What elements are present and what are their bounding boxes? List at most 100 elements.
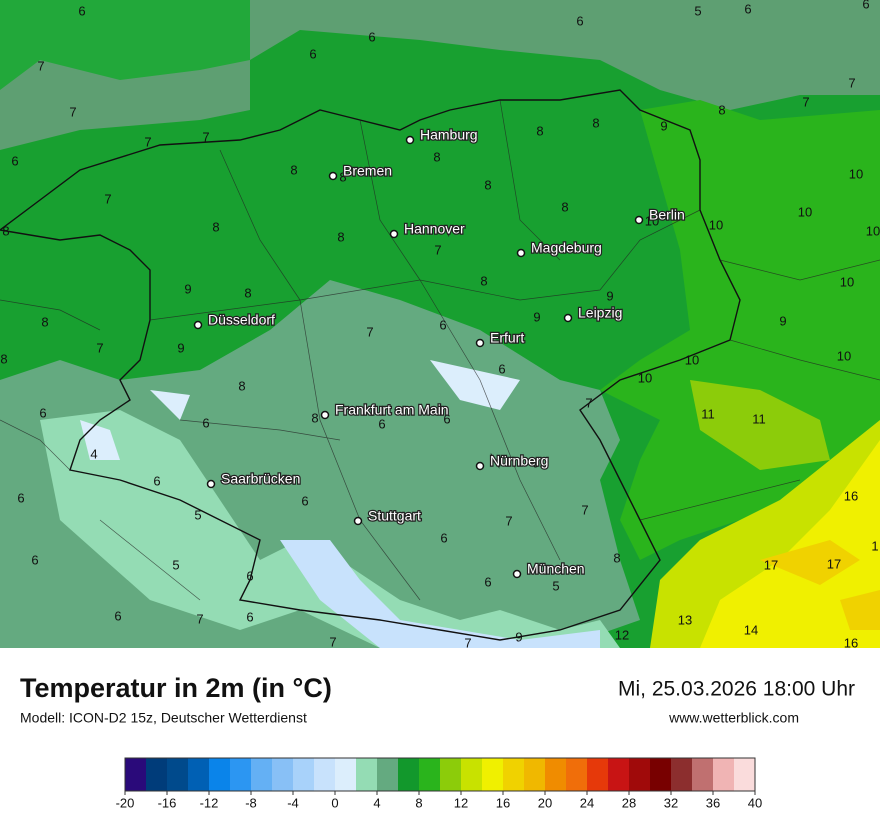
legend-tick-label: -12 [200,795,219,810]
city-dot [405,135,415,145]
legend-swatch [293,758,315,791]
legend-tick-label: 36 [706,795,720,810]
temperature-value: 9 [177,340,184,355]
legend-swatch [566,758,588,791]
temperature-value: 8 [311,410,318,425]
legend-tick-label: 28 [622,795,636,810]
temperature-value: 6 [246,568,253,583]
temperature-value: 6 [202,415,209,430]
city-dot [634,215,644,225]
map-labels: 6 7 7 6 7 7 6 6 6 5 6 6 7 7 8 9 8 8 8 8 8 8 8 8 7 8 8 7 8 10 10 10 10 10 1… [0,0,880,650]
legend-tick-label: -20 [116,795,135,810]
city-label: Stuttgart [368,508,421,524]
temperature-value: 8 [561,199,568,214]
temperature-value: 6 [78,3,85,18]
city-label: Berlin [649,207,685,223]
temperature-value: 9 [184,281,191,296]
legend-swatch [125,758,147,791]
temperature-value: 6 [309,46,316,61]
legend-swatch [335,758,357,791]
legend-swatch [377,758,399,791]
temperature-value: 6 [153,473,160,488]
city-dot [353,516,363,526]
legend-swatch [209,758,231,791]
legend-tick-label: 40 [748,795,762,810]
legend-frame [124,757,756,792]
temperature-value: 8 [433,149,440,164]
footer: Temperatur in 2m (in °C) Modell: ICON-D2… [0,648,880,830]
temperature-value: 6 [368,29,375,44]
temperature-value: 6 [17,490,24,505]
temperature-value: 9 [533,309,540,324]
city-label: Frankfurt am Main [335,402,449,418]
legend-swatch [398,758,420,791]
temperature-value: 10 [837,348,851,363]
city-dot [193,320,203,330]
temperature-value: 6 [378,416,385,431]
temperature-value: 8 [613,550,620,565]
temperature-value: 6 [11,153,18,168]
city-dot [328,171,338,181]
temperature-value: 9 [779,313,786,328]
legend-tick-label: -8 [245,795,257,810]
temperature-value: 10 [849,166,863,181]
color-legend: -20 -16 -12 -8 -4 0 4 8 12 16 20 24 28 32 36 40 [116,757,762,810]
temperature-value: 6 [439,317,446,332]
legend-tick-label: 32 [664,795,678,810]
temperature-value: 17 [764,557,778,572]
temperature-value: 4 [90,446,97,461]
temperature-value: 7 [505,513,512,528]
city-dot [206,479,216,489]
temperature-value: 10 [709,217,723,232]
city-label: Leipzig [578,305,622,321]
temperature-value: 8 [290,162,297,177]
temperature-value: 7 [144,134,151,149]
temperature-value: 1 [871,538,878,553]
legend-swatch [482,758,504,791]
legend-tick-label: 16 [496,795,510,810]
temperature-value: 6 [498,361,505,376]
temperature-value: 9 [606,288,613,303]
legend-swatch [503,758,525,791]
legend-tick-label: 24 [580,795,594,810]
temperature-value: 7 [464,635,471,650]
temperature-value: 6 [862,0,869,11]
city-label: Hamburg [420,127,478,143]
temperature-value: 7 [104,191,111,206]
temperature-value: 6 [39,405,46,420]
temperature-value: 7 [366,324,373,339]
legend-swatch [650,758,672,791]
legend-tick-label: 0 [331,795,338,810]
temperature-value: 10 [840,274,854,289]
temperature-value: 16 [844,635,858,650]
legend-swatch [251,758,273,791]
legend-tick-label: -16 [158,795,177,810]
legend-swatch [713,758,735,791]
temperature-value: 9 [660,118,667,133]
city-label: Hannover [404,221,465,237]
temperature-value: 6 [246,609,253,624]
city-label: München [527,561,585,577]
temperature-value: 8 [718,102,725,117]
temperature-value: 6 [301,493,308,508]
legend-swatch [692,758,714,791]
temperature-value: 8 [480,273,487,288]
temperature-value: 12 [615,627,629,642]
temperature-value: 7 [802,94,809,109]
temperature-value: 7 [848,75,855,90]
borders [0,89,880,641]
temperature-value: 8 [484,177,491,192]
temperature-value: 16 [844,488,858,503]
temperature-value: 8 [212,219,219,234]
legend-swatch [146,758,168,791]
forecast-time: Mi, 25.03.2026 18:00 Uhr [618,678,855,701]
legend-tick-label: -4 [287,795,299,810]
temperature-value: 7 [69,104,76,119]
city-label: Nürnberg [490,453,548,469]
temperature-value: 10 [638,370,652,385]
legend-swatch [272,758,294,791]
temperature-value: 5 [552,578,559,593]
temperature-value: 14 [744,622,758,637]
